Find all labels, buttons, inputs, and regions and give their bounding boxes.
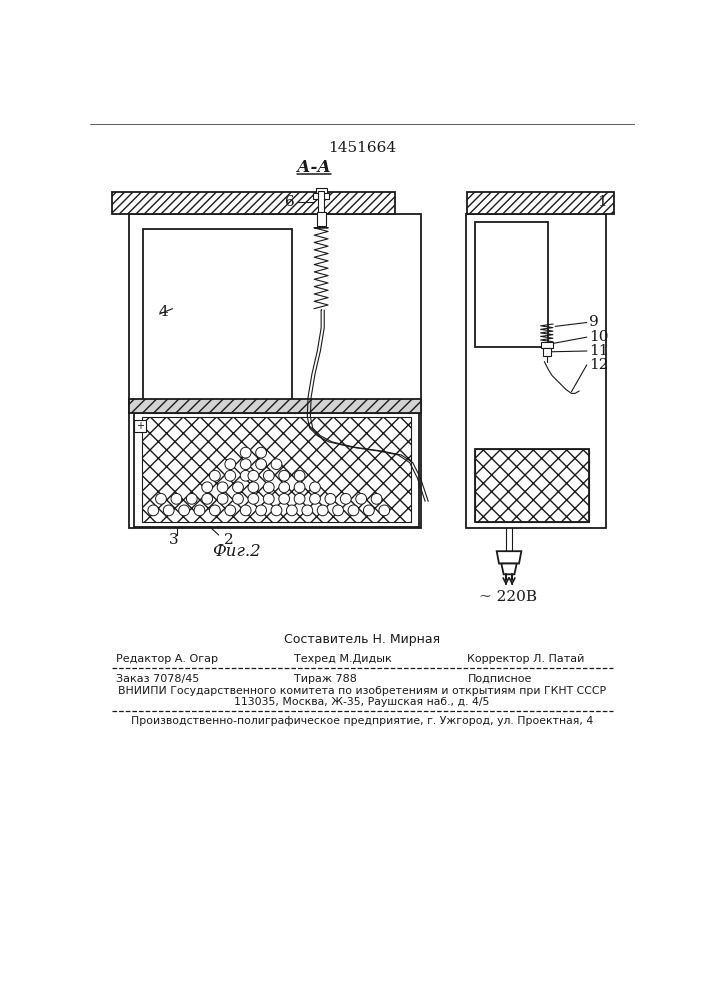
Text: Фиг.2: Фиг.2	[212, 543, 261, 560]
Circle shape	[271, 459, 282, 470]
Text: Редактор А. Огар: Редактор А. Огар	[115, 654, 218, 664]
Bar	[316, 188, 327, 194]
Bar	[143, 229, 292, 403]
Circle shape	[279, 482, 290, 493]
Bar	[129, 399, 421, 413]
Bar	[317, 212, 326, 226]
Text: 11: 11	[589, 344, 609, 358]
Circle shape	[248, 470, 259, 481]
Bar	[129, 214, 421, 528]
Circle shape	[201, 493, 213, 504]
Text: 3: 3	[168, 533, 178, 547]
Circle shape	[294, 470, 305, 481]
Circle shape	[248, 482, 259, 493]
Circle shape	[148, 505, 158, 516]
Circle shape	[363, 505, 374, 516]
Bar	[475, 449, 589, 522]
Bar	[475, 449, 589, 522]
Circle shape	[333, 505, 344, 516]
Bar	[541, 342, 553, 348]
Circle shape	[248, 493, 259, 504]
Circle shape	[294, 493, 305, 504]
Circle shape	[209, 505, 221, 516]
Circle shape	[279, 470, 290, 481]
Circle shape	[256, 505, 267, 516]
Text: 12: 12	[589, 358, 609, 372]
Circle shape	[217, 482, 228, 493]
Text: 4: 4	[158, 306, 168, 320]
Text: Заказ 7078/45: Заказ 7078/45	[115, 674, 199, 684]
Bar	[475, 222, 549, 347]
Text: +: +	[136, 421, 144, 431]
Circle shape	[163, 505, 174, 516]
Polygon shape	[497, 551, 521, 564]
Circle shape	[340, 493, 351, 504]
Bar	[466, 214, 606, 528]
Circle shape	[264, 493, 274, 504]
Bar	[543, 348, 551, 356]
Text: Техред М.Дидык: Техред М.Дидык	[294, 654, 392, 664]
Bar	[134, 420, 146, 432]
Circle shape	[325, 493, 336, 504]
Text: 113035, Москва, Ж-35, Раушская наб., д. 4/5: 113035, Москва, Ж-35, Раушская наб., д. …	[234, 697, 490, 707]
Bar	[313, 193, 329, 199]
Circle shape	[256, 459, 267, 470]
Circle shape	[156, 493, 166, 504]
Circle shape	[201, 482, 213, 493]
Bar	[141, 417, 411, 522]
Circle shape	[240, 505, 251, 516]
Text: 9: 9	[589, 315, 599, 329]
Text: Производственно-полиграфическое предприятие, г. Ужгород, ул. Проектная, 4: Производственно-полиграфическое предприя…	[131, 716, 593, 726]
Text: Тираж 788: Тираж 788	[294, 674, 357, 684]
Circle shape	[356, 493, 366, 504]
Circle shape	[310, 493, 320, 504]
Text: 1451664: 1451664	[328, 141, 396, 155]
Circle shape	[225, 505, 235, 516]
Circle shape	[317, 505, 328, 516]
Circle shape	[179, 505, 189, 516]
Circle shape	[171, 493, 182, 504]
Circle shape	[294, 482, 305, 493]
Circle shape	[225, 459, 235, 470]
Polygon shape	[501, 564, 517, 574]
Circle shape	[240, 447, 251, 458]
Bar	[134, 413, 419, 527]
Circle shape	[264, 470, 274, 481]
Circle shape	[348, 505, 359, 516]
Circle shape	[371, 493, 382, 504]
Circle shape	[240, 459, 251, 470]
Bar	[112, 192, 395, 214]
Circle shape	[187, 493, 197, 504]
Text: 6: 6	[286, 195, 296, 209]
Text: ВНИИПИ Государственного комитета по изобретениям и открытиям при ГКНТ СССР: ВНИИПИ Государственного комитета по изоб…	[118, 686, 606, 696]
Circle shape	[310, 482, 320, 493]
Text: А-А: А-А	[296, 159, 330, 176]
Circle shape	[379, 505, 390, 516]
Circle shape	[240, 470, 251, 481]
Circle shape	[209, 470, 221, 481]
Text: Составитель Н. Мирная: Составитель Н. Мирная	[284, 633, 440, 646]
Circle shape	[279, 493, 290, 504]
Text: 2: 2	[224, 533, 233, 547]
Circle shape	[217, 493, 228, 504]
Text: 1: 1	[597, 195, 607, 209]
Text: Корректор Л. Патай: Корректор Л. Патай	[467, 654, 585, 664]
Circle shape	[264, 482, 274, 493]
Text: 10: 10	[589, 330, 609, 344]
Circle shape	[233, 482, 243, 493]
Circle shape	[286, 505, 297, 516]
Circle shape	[194, 505, 205, 516]
Circle shape	[256, 447, 267, 458]
Text: ~ 220В: ~ 220В	[479, 590, 537, 604]
Circle shape	[271, 505, 282, 516]
Circle shape	[233, 493, 243, 504]
Bar	[318, 191, 325, 214]
Bar	[467, 192, 614, 214]
Circle shape	[225, 470, 235, 481]
Text: Подписное: Подписное	[467, 674, 532, 684]
Circle shape	[302, 505, 312, 516]
